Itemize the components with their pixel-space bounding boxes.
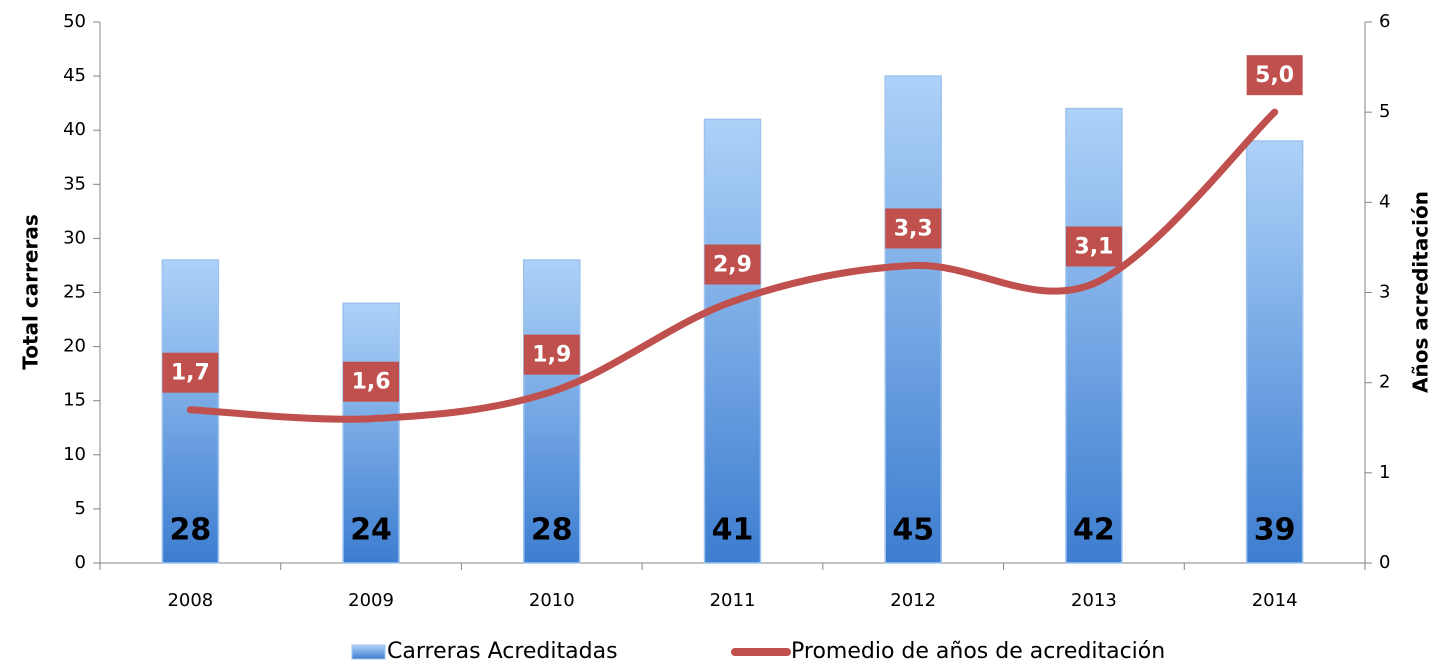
y-tick-label: 5 (75, 498, 86, 519)
line-value-label: 1,7 (171, 361, 210, 386)
line-value-label: 1,6 (352, 370, 391, 395)
y-axis-title: Total carreras (19, 214, 43, 370)
y-tick-label: 20 (63, 336, 86, 357)
y-tick-label: 30 (63, 227, 86, 248)
y2-tick-label: 6 (1379, 11, 1390, 32)
y-tick-label: 0 (75, 552, 86, 573)
y-tick-label: 45 (63, 65, 86, 86)
data-label-box (523, 334, 580, 375)
bar (1245, 140, 1304, 564)
y2-tick-label: 3 (1379, 282, 1390, 303)
bar-value-label: 28 (531, 513, 573, 548)
x-tick-label: 2008 (167, 590, 213, 611)
bar-value-label: 28 (169, 513, 211, 548)
x-tick-label: 2014 (1252, 590, 1298, 611)
bar (523, 259, 581, 564)
y-tick-label: 25 (63, 282, 86, 303)
y2-tick-label: 0 (1379, 552, 1390, 573)
bar-value-label: 45 (892, 513, 934, 548)
line-value-label: 2,9 (713, 253, 752, 278)
y2-axis-title: Años acreditación (1409, 191, 1433, 393)
bar-value-label: 42 (1073, 513, 1115, 548)
x-tick-label: 2009 (348, 590, 394, 611)
data-label-box (885, 208, 942, 249)
y-tick-label: 15 (63, 390, 86, 411)
legend-swatch (351, 644, 386, 660)
x-tick-label: 2013 (1071, 590, 1117, 611)
data-label-box (162, 352, 219, 393)
x-tick-label: 2011 (710, 590, 756, 611)
line-value-label: 5,0 (1255, 63, 1294, 88)
line-value-label: 1,9 (532, 343, 571, 368)
line-value-label: 3,3 (894, 216, 933, 241)
y2-tick-label: 2 (1379, 372, 1390, 393)
bar (884, 75, 942, 564)
y2-tick-label: 1 (1379, 462, 1390, 483)
x-tick-label: 2010 (529, 590, 575, 611)
bar-value-label: 41 (712, 513, 754, 548)
data-label-box (1246, 55, 1303, 96)
bar (342, 302, 400, 564)
legend-label: Promedio de años de acreditación (791, 639, 1165, 664)
y-tick-label: 50 (63, 11, 86, 32)
bar (1065, 107, 1123, 564)
y-tick-label: 40 (63, 119, 86, 140)
y-tick-label: 35 (63, 173, 86, 194)
data-label-box (343, 361, 400, 402)
y2-tick-label: 5 (1379, 101, 1390, 122)
data-label-box (704, 244, 761, 285)
bar-value-label: 39 (1254, 513, 1296, 548)
line (186, 108, 1279, 423)
y2-tick-label: 4 (1379, 191, 1390, 212)
y-tick-label: 10 (63, 444, 86, 465)
line-value-label: 3,1 (1074, 234, 1113, 259)
bar-value-label: 24 (350, 513, 392, 548)
x-tick-label: 2012 (890, 590, 936, 611)
data-label-box (1065, 226, 1122, 267)
bar (703, 118, 762, 564)
legend-label: Carreras Acreditadas (387, 639, 618, 664)
